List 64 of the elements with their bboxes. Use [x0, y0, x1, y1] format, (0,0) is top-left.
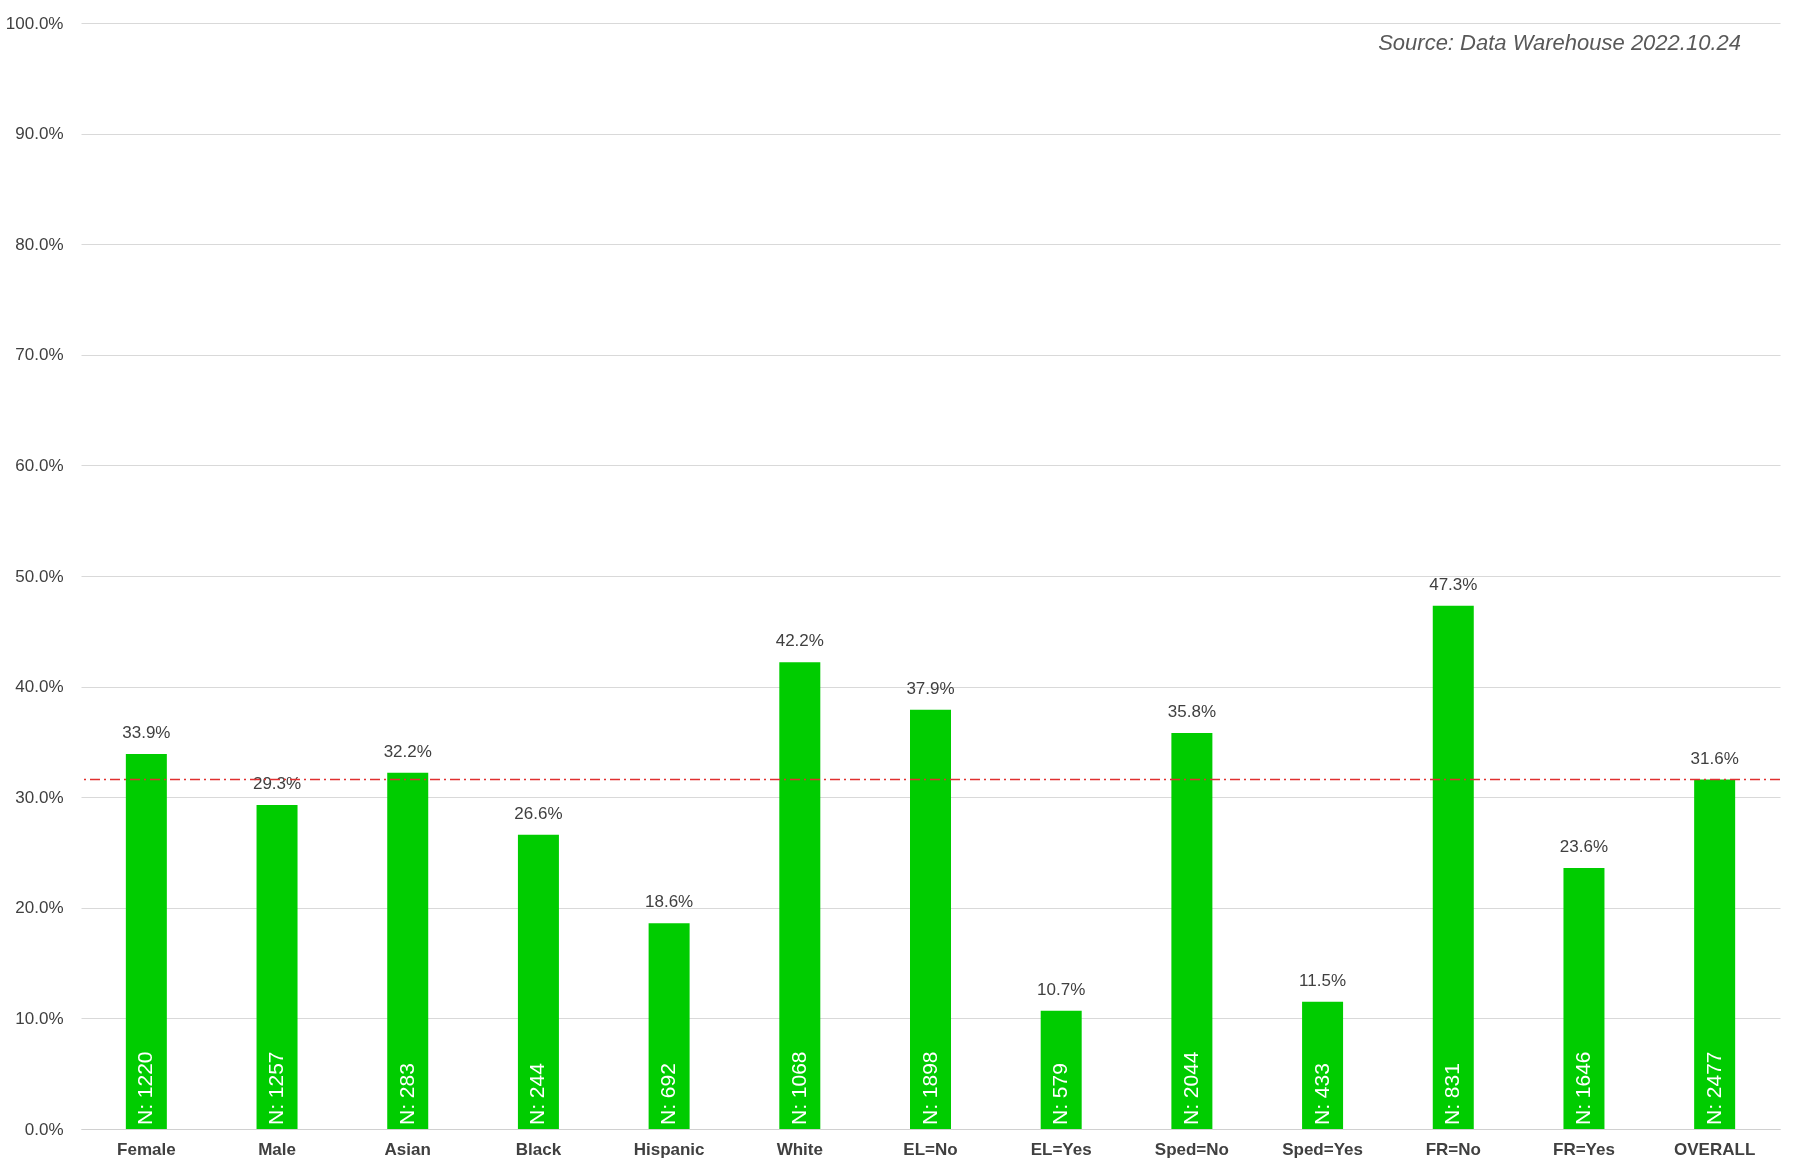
bar: [1171, 733, 1213, 1129]
bar: [1040, 1010, 1082, 1129]
annotation: N: 692: [656, 1063, 680, 1125]
annotation: N: 1220: [133, 1051, 157, 1125]
annotation: N: 1646: [1570, 1051, 1594, 1125]
bar: [125, 754, 167, 1129]
x-tick-label: Asian: [384, 1139, 431, 1159]
bar: [1563, 867, 1605, 1129]
x-tick-label: FR=Yes: [1553, 1139, 1615, 1159]
bar: [387, 772, 429, 1129]
annotation: N: 433: [1309, 1063, 1333, 1125]
bar: [779, 662, 821, 1129]
annotation: N: 831: [1440, 1063, 1464, 1125]
y-tick-label: 20.0%: [15, 898, 64, 918]
bar: [256, 804, 298, 1129]
y-tick-label: 80.0%: [15, 234, 64, 254]
y-tick-label: 10.0%: [15, 1008, 64, 1028]
x-tick-label: FR=No: [1425, 1139, 1481, 1159]
data-label: 42.2%: [775, 631, 824, 651]
data-label: 23.6%: [1559, 836, 1609, 856]
data-label: 35.8%: [1167, 702, 1216, 722]
y-tick-label: 50.0%: [15, 566, 64, 586]
bar: [517, 834, 559, 1129]
x-tick-label: White: [776, 1139, 823, 1159]
data-label: 26.6%: [514, 803, 563, 823]
bar: [1432, 605, 1474, 1129]
data-label: 37.9%: [906, 678, 955, 698]
y-tick-label: 70.0%: [15, 345, 64, 365]
annotation: N: 1898: [917, 1051, 941, 1125]
y-tick-label: 40.0%: [15, 677, 64, 697]
annotation: N: 2044: [1178, 1051, 1202, 1125]
bar: [1694, 779, 1736, 1129]
y-tick-label: 90.0%: [15, 124, 64, 144]
bar: [1302, 1001, 1344, 1129]
data-label: 11.5%: [1299, 970, 1347, 990]
y-tick-label: 0.0%: [24, 1119, 64, 1139]
annotation: N: 283: [394, 1063, 418, 1125]
data-label: 47.3%: [1429, 574, 1478, 594]
annotation: N: 2477: [1701, 1051, 1725, 1125]
data-label: 31.6%: [1690, 748, 1739, 768]
data-label: 32.2%: [383, 741, 432, 761]
bar: [648, 923, 690, 1129]
x-tick-label: EL=No: [903, 1139, 958, 1159]
y-tick-label: 100.0%: [5, 13, 64, 33]
data-label: 10.7%: [1037, 979, 1086, 999]
annotation: Source: Data Warehouse 2022.10.24: [1378, 30, 1741, 55]
bar: [910, 709, 951, 1129]
data-label: 18.6%: [645, 892, 694, 912]
x-tick-label: Sped=No: [1154, 1139, 1229, 1159]
x-tick-label: Female: [117, 1139, 176, 1159]
y-tick-label: 30.0%: [15, 787, 64, 807]
data-label: 29.3%: [252, 773, 302, 793]
annotation: N: 1068: [786, 1051, 810, 1125]
x-tick-label: Male: [258, 1139, 296, 1159]
annotation: N: 1257: [264, 1051, 288, 1125]
data-label: 33.9%: [122, 723, 171, 743]
x-tick-label: Sped=Yes: [1282, 1139, 1363, 1159]
y-tick-label: 60.0%: [15, 455, 64, 475]
x-tick-label: EL=Yes: [1030, 1139, 1092, 1159]
x-tick-label: OVERALL: [1674, 1139, 1756, 1159]
x-tick-label: Black: [515, 1139, 562, 1159]
annotation: N: 244: [525, 1062, 549, 1125]
annotation: N: 579: [1048, 1063, 1072, 1125]
x-tick-label: Hispanic: [633, 1139, 705, 1159]
